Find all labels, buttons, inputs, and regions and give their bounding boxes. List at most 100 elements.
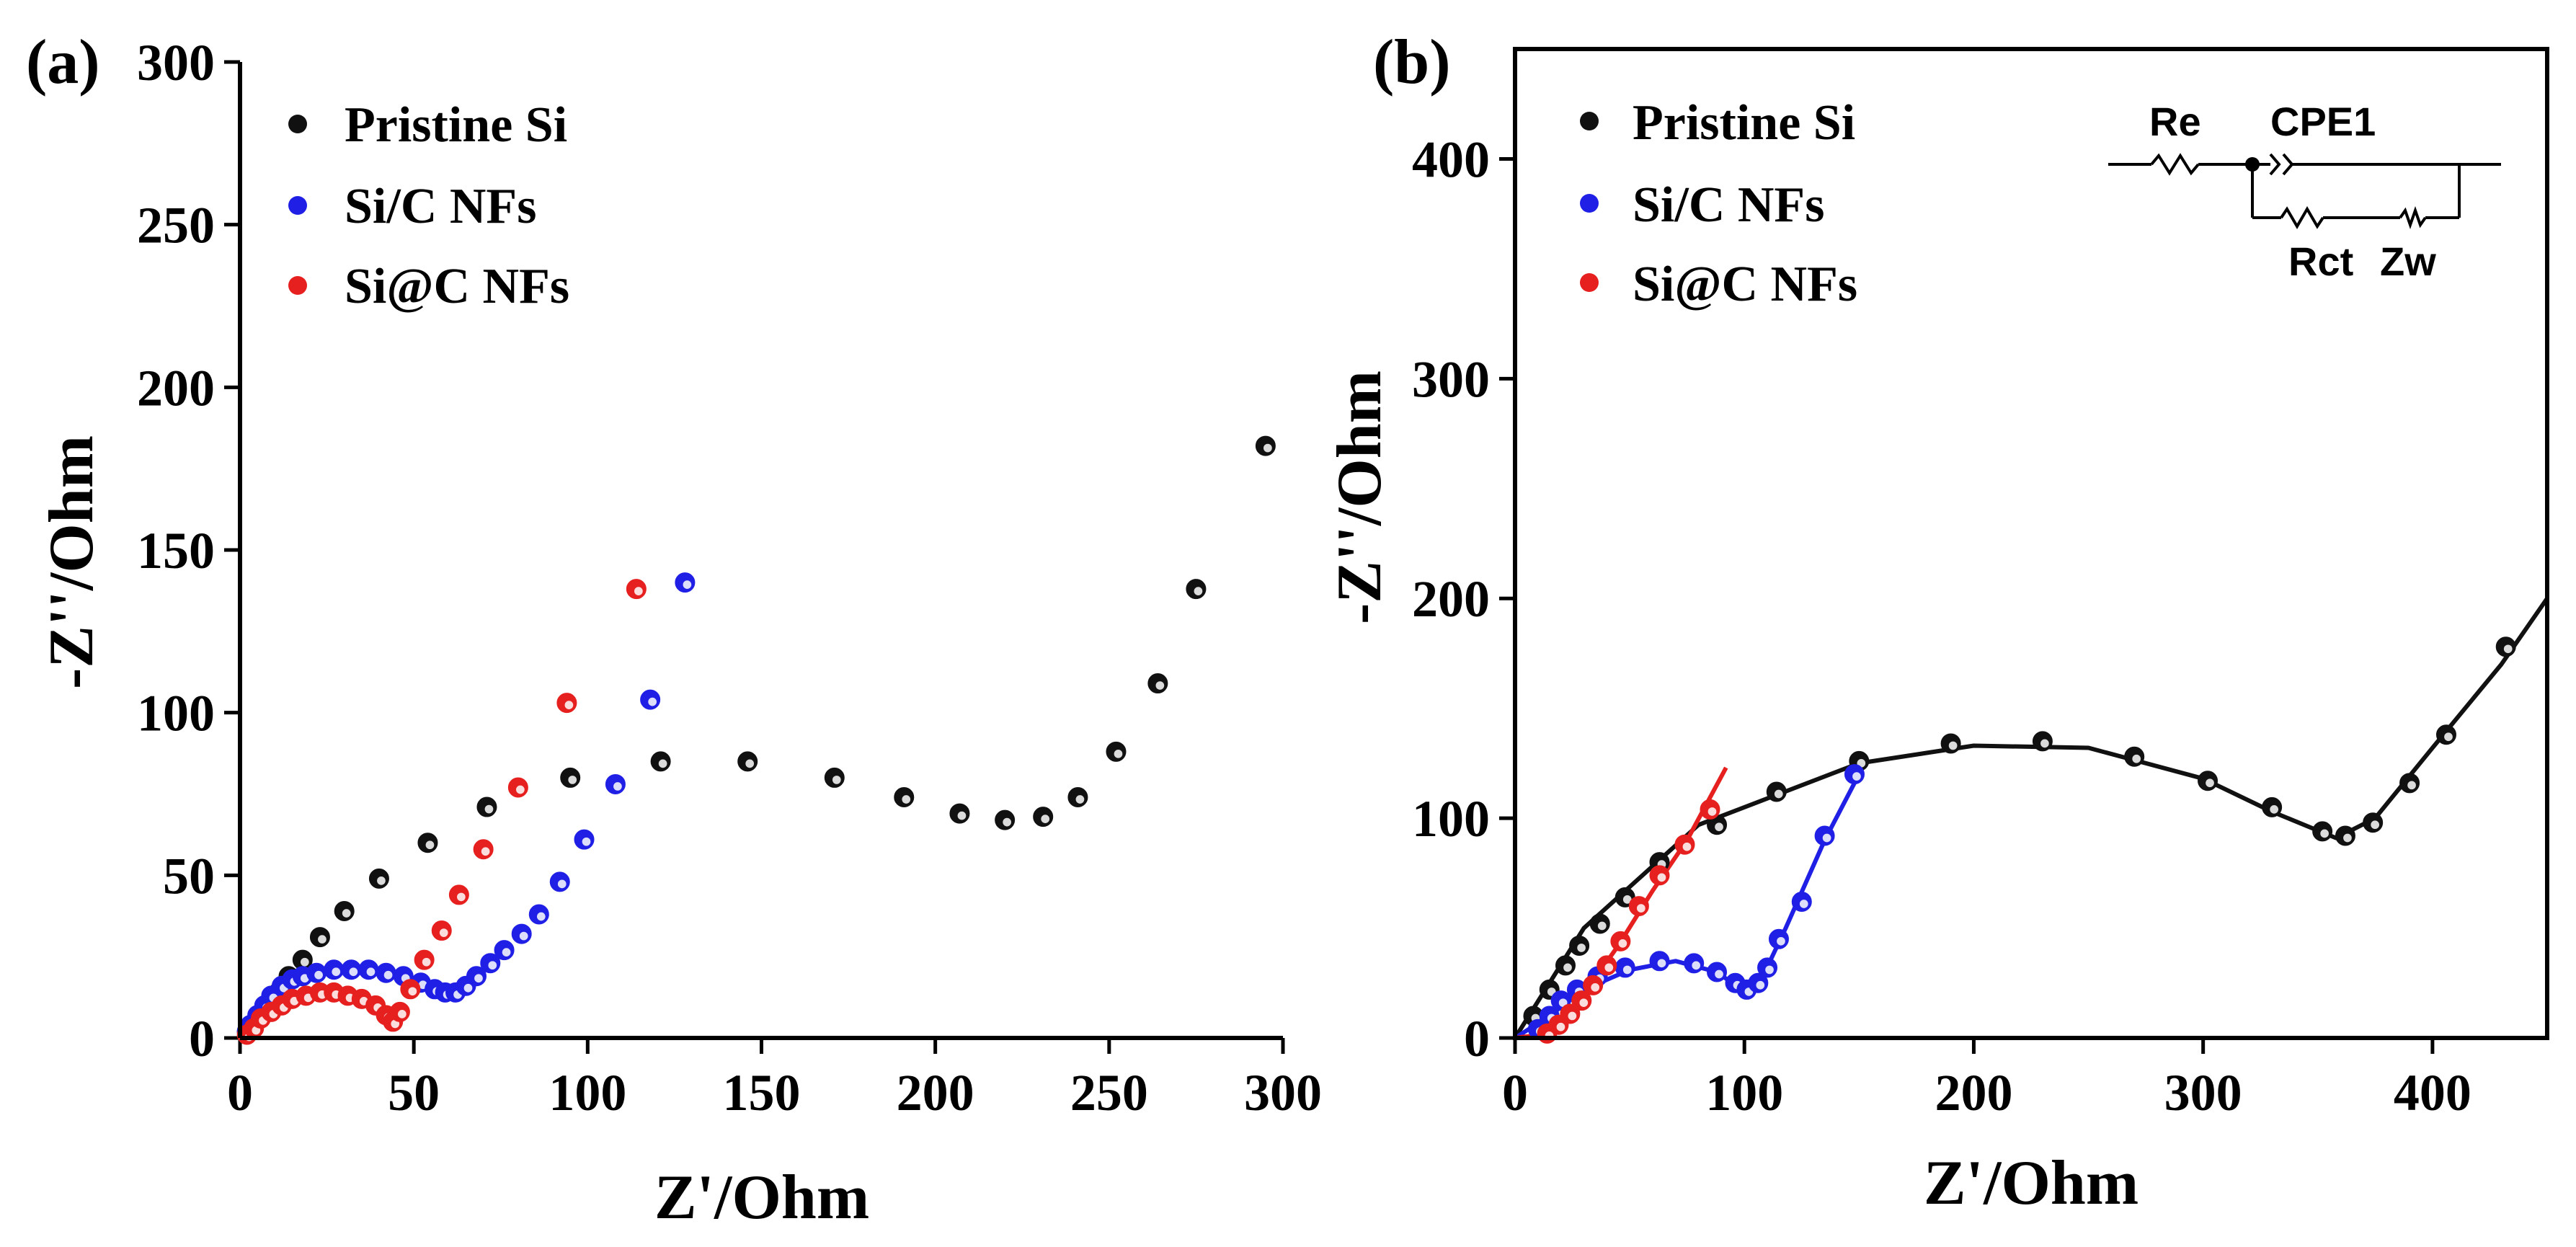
legend-label-si-c-nfs: Si/C NFs [345,179,536,234]
data-point-si-c-nfs [574,829,595,850]
data-point-si-c-nfs [376,962,396,983]
equivalent-circuit-inset: Re CPE1 Rct Zw [2108,99,2501,284]
x-tick-label-b: 200 [1935,1064,2012,1122]
fit-line-pristine-si [1513,597,2549,1039]
data-point-pristine-si [1255,435,1276,456]
data-point-si-at-c-nfs [448,884,469,905]
data-point-pristine-si [2495,636,2516,657]
data-point-pristine-si [2363,812,2384,833]
legend-marker-pristine-si [288,115,307,133]
data-point-si-c-nfs [1748,972,1769,993]
data-point-si-at-c-nfs [1628,896,1649,917]
data-point-si-at-c-nfs [626,579,647,600]
data-point-pristine-si [2124,746,2145,767]
data-point-si-c-nfs [306,962,327,983]
x-tick-label-a: 50 [388,1064,440,1122]
data-point-pristine-si [309,927,330,948]
panel-b-legend: Pristine Si Si/C NFs Si@C NFs [1580,95,1857,312]
legend-marker-si-c-nfs-b [1580,194,1599,213]
circuit-diagram-icon [2108,153,2501,230]
data-point-pristine-si [2032,731,2053,752]
legend-marker-pristine-si-b [1580,112,1599,130]
data-point-pristine-si [1589,913,1610,934]
data-point-si-at-c-nfs [414,949,435,970]
data-point-si-c-nfs [1707,962,1728,982]
data-point-pristine-si [1555,955,1576,976]
legend-label-si-c-nfs-b: Si/C NFs [1633,177,1824,233]
y-tick-label-a: 300 [137,34,215,92]
data-point-pristine-si [2262,796,2283,817]
data-point-si-at-c-nfs [1596,955,1617,976]
data-point-pristine-si [1766,781,1787,802]
data-point-si-c-nfs [1684,953,1705,974]
y-tick-label-a: 0 [189,1010,215,1068]
data-point-si-c-nfs [358,959,379,980]
x-tick-label-b: 300 [2164,1064,2242,1122]
x-tick-label-a: 0 [227,1064,253,1122]
data-point-si-at-c-nfs [1649,865,1670,886]
panel-a-x-axis-label: Z'/Ohm [654,1163,869,1233]
data-point-si-c-nfs [480,953,501,974]
data-point-si-c-nfs [549,871,570,892]
data-point-si-at-c-nfs [1560,1003,1581,1024]
x-tick-label-a: 200 [897,1064,974,1122]
data-point-pristine-si [737,751,758,772]
y-tick-label-a: 250 [137,197,215,254]
legend-label-si-at-c-nfs-b: Si@C NFs [1633,257,1857,312]
data-point-si-at-c-nfs [1674,834,1695,855]
data-point-pristine-si [2312,821,2333,842]
y-tick-label-b: 300 [1412,350,1490,408]
x-tick-label-b: 400 [2394,1064,2471,1122]
chart-panel-b: (b) 0 100 200 300 400 0 100 200 300 400 Z'/Ohm -Z… [1325,27,2549,1218]
legend-marker-si-at-c-nfs [288,276,307,295]
x-tick-label-a: 150 [723,1064,801,1122]
data-point-si-at-c-nfs [556,693,577,714]
data-point-si-c-nfs [1550,990,1571,1011]
data-point-pristine-si [1106,741,1127,762]
data-point-pristine-si [560,767,581,788]
panel-b-y-axis-label: -Z''/Ohm [1325,370,1395,624]
panel-a-legend: Pristine Si Si/C NFs Si@C NFs [288,97,569,314]
data-point-pristine-si [476,796,497,817]
data-point-si-at-c-nfs [1700,799,1720,820]
data-point-pristine-si [650,751,671,772]
data-point-si-at-c-nfs [389,1001,410,1022]
panel-b-fit-lines [1513,597,2549,1040]
data-point-pristine-si [995,809,1016,830]
circuit-label-re: Re [2149,99,2201,144]
data-point-pristine-si [292,949,313,970]
data-point-si-at-c-nfs [1571,990,1592,1011]
data-point-si-c-nfs [640,689,661,710]
chart-panel-a: (a) 0 50 100 150 200 250 300 0 50 100 150 200 250 300… [26,27,1322,1233]
data-point-si-c-nfs [1649,951,1670,972]
data-point-pristine-si [417,833,438,853]
data-point-si-c-nfs [1844,764,1865,785]
data-point-pristine-si [1033,807,1054,827]
data-point-si-c-nfs [1791,891,1812,912]
data-point-pristine-si [824,767,845,788]
data-point-pristine-si [1940,733,1961,754]
panel-a-points [236,435,1276,1045]
y-tick-label-b: 200 [1412,570,1490,628]
data-point-si-c-nfs [1768,928,1789,949]
data-point-pristine-si [1067,787,1088,808]
data-point-si-c-nfs [466,966,487,987]
legend-marker-si-c-nfs [288,196,307,215]
panel-b-ticks: 0 100 200 300 400 0 100 200 300 400 [1412,130,2471,1122]
y-tick-label-a: 100 [137,685,215,742]
data-point-si-at-c-nfs [431,920,452,941]
panel-label-a: (a) [26,27,100,97]
data-point-pristine-si [1569,935,1590,956]
data-point-pristine-si [949,803,970,824]
data-point-si-at-c-nfs [400,979,421,1000]
data-point-pristine-si [2399,773,2420,794]
data-point-si-c-nfs [324,959,345,980]
legend-label-si-at-c-nfs: Si@C NFs [345,259,569,314]
data-point-si-c-nfs [605,773,626,794]
panel-a-ticks: 0 50 100 150 200 250 300 0 50 100 150 200 250 300 [137,34,1322,1122]
data-point-si-c-nfs [1814,825,1835,846]
circuit-label-cpe1: CPE1 [2270,99,2376,144]
panel-b-points [1523,636,2516,1044]
y-tick-label-b: 0 [1464,1010,1490,1068]
data-point-si-at-c-nfs [1583,975,1604,995]
